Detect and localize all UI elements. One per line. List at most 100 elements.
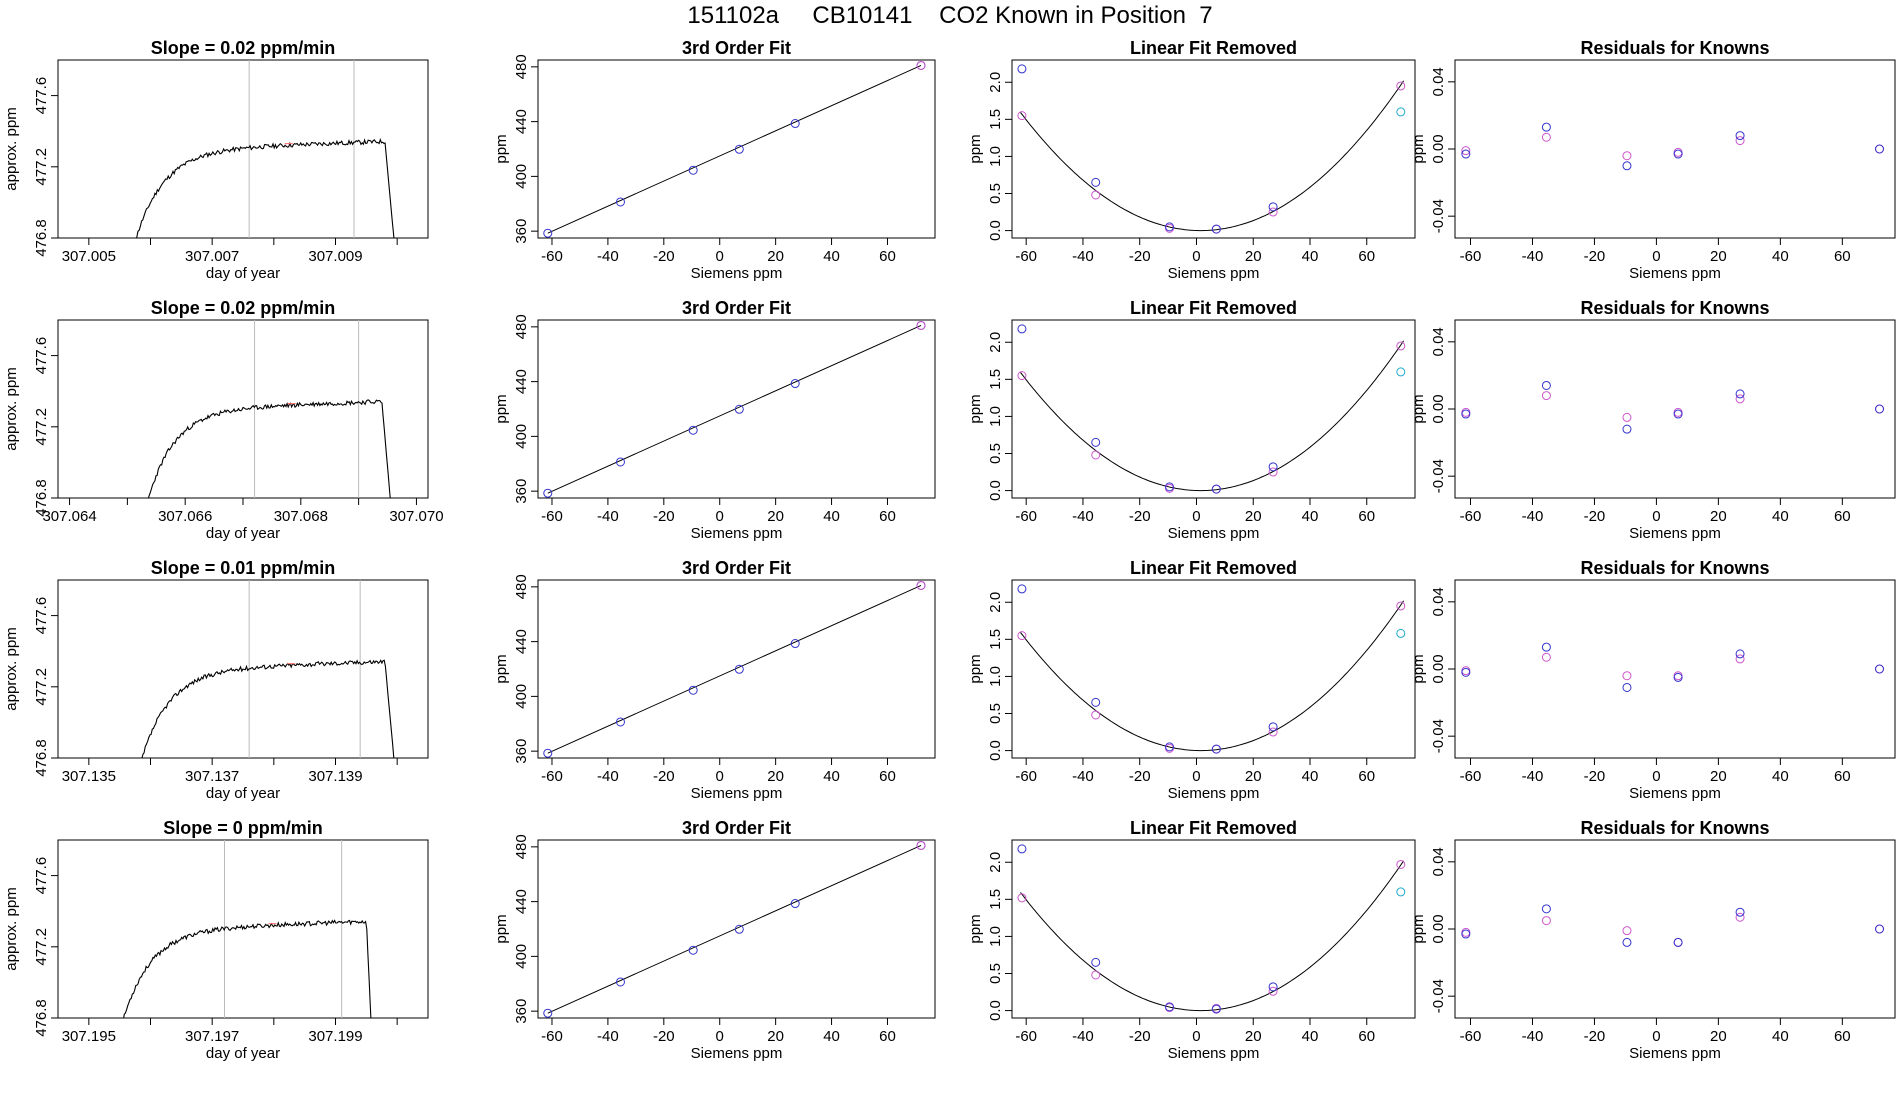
x-tick-label: -40 <box>597 248 619 265</box>
data-point <box>734 924 744 934</box>
plot-frame <box>1454 59 1896 239</box>
magenta-point <box>1396 601 1406 611</box>
y-tick-label: 476.8 <box>33 999 50 1037</box>
x-tick-label: -60 <box>1015 768 1037 785</box>
fit-line <box>547 325 922 494</box>
y-tick-label: 480 <box>513 54 530 79</box>
blue-point <box>1673 409 1683 419</box>
y-axis-label: ppm <box>967 394 984 423</box>
x-tick-label: 40 <box>823 768 840 785</box>
x-tick-label: -40 <box>1522 508 1544 525</box>
x-tick-label: 40 <box>823 1028 840 1045</box>
blue-point <box>1461 149 1471 159</box>
blue-point <box>1735 131 1745 141</box>
panel-linear-row-4: Linear Fit Removed -60 -40 -20 0 20 40 60 Siemen… <box>967 818 1416 1062</box>
x-tick-label: 0 <box>1652 768 1660 785</box>
y-axis-label: ppm <box>1410 394 1427 423</box>
x-tick-label: 40 <box>1772 768 1789 785</box>
blue-point <box>1622 937 1632 947</box>
magenta-point <box>1091 450 1101 460</box>
data-point <box>615 977 625 987</box>
y-tick-label: 480 <box>513 574 530 599</box>
data-point <box>734 144 744 154</box>
y-tick-label: 477.6 <box>33 337 50 375</box>
blue-point <box>1165 1002 1175 1012</box>
y-tick-label: 360 <box>513 739 530 764</box>
x-tick-label: 40 <box>1302 768 1319 785</box>
y-tick-label: -0.04 <box>1430 459 1447 493</box>
blue-point <box>1211 744 1221 754</box>
series-line <box>123 919 372 1018</box>
data-point-alt <box>916 840 926 850</box>
y-tick-label: 0.04 <box>1430 847 1447 876</box>
blue-point <box>1461 929 1471 939</box>
y-tick-label: 0.0 <box>987 1000 1004 1021</box>
x-tick-label: -60 <box>541 508 563 525</box>
blue-point <box>1268 202 1278 212</box>
x-tick-label: 307.068 <box>274 508 328 525</box>
data-point <box>734 664 744 674</box>
y-axis-label: approx. ppm <box>3 887 20 970</box>
magenta-point <box>1622 671 1632 681</box>
x-tick-label: 0 <box>1652 1028 1660 1045</box>
panel-linear-row-3: Linear Fit Removed -60 -40 -20 0 20 40 60 Siemen… <box>967 558 1416 802</box>
magenta-point <box>1735 394 1745 404</box>
x-axis-label: Siemens ppm <box>691 785 783 802</box>
x-tick-label: 0 <box>1192 768 1200 785</box>
magenta-point <box>1396 859 1406 869</box>
y-tick-label: 0.00 <box>1430 134 1447 163</box>
y-axis-label: ppm <box>1410 134 1427 163</box>
x-tick-label: 20 <box>1710 1028 1727 1045</box>
blue-point <box>1875 144 1885 154</box>
magenta-point <box>1541 132 1551 142</box>
x-tick-label: -40 <box>1072 1028 1094 1045</box>
blue-point <box>1622 161 1632 171</box>
x-tick-label: -60 <box>1460 1028 1482 1045</box>
blue-point <box>1875 664 1885 674</box>
x-tick-label: -40 <box>597 768 619 785</box>
magenta-point <box>1017 371 1027 381</box>
y-axis-label: approx. ppm <box>3 627 20 710</box>
x-axis-label: Siemens ppm <box>691 265 783 282</box>
blue-point <box>1541 904 1551 914</box>
panel-title: Slope = 0.02 ppm/min <box>151 38 336 58</box>
x-axis-label: day of year <box>206 1045 280 1062</box>
panel-title: Residuals for Knowns <box>1580 558 1769 578</box>
x-tick-label: 60 <box>1834 1028 1851 1045</box>
x-tick-label: 60 <box>1358 248 1375 265</box>
x-axis-label: day of year <box>206 525 280 542</box>
panel-title: 3rd Order Fit <box>682 558 791 578</box>
y-tick-label: 0.0 <box>987 480 1004 501</box>
y-axis-label: ppm <box>967 654 984 683</box>
cyan-point <box>1396 628 1406 638</box>
fit-line <box>547 65 922 234</box>
panel-title: Residuals for Knowns <box>1580 818 1769 838</box>
x-axis-label: Siemens ppm <box>1629 1045 1721 1062</box>
y-axis-label: approx. ppm <box>3 107 20 190</box>
x-tick-label: 40 <box>1772 508 1789 525</box>
blue-point <box>1735 907 1745 917</box>
blue-point <box>1268 722 1278 732</box>
plot-area <box>1461 380 1885 434</box>
x-tick-label: -60 <box>1015 248 1037 265</box>
blue-point <box>1091 437 1101 447</box>
panel-title: Linear Fit Removed <box>1130 558 1297 578</box>
x-tick-label: 40 <box>1302 1028 1319 1045</box>
y-tick-label: 0.5 <box>987 703 1004 724</box>
panel-timeseries-row-1: Slope = 0.02 ppm/min 307.005 307.007 307.00… <box>3 38 429 282</box>
plot-frame <box>57 59 429 239</box>
x-tick-label: 60 <box>879 1028 896 1045</box>
plot-area <box>1017 64 1406 234</box>
panel-resid-row-3: Residuals for Knowns -60 -40 -20 0 20 40 60 Siem… <box>1410 558 1896 802</box>
plot-area <box>136 60 395 238</box>
x-tick-label: 307.139 <box>308 768 362 785</box>
x-tick-label: 60 <box>1358 1028 1375 1045</box>
blue-point <box>1017 844 1027 854</box>
blue-point <box>1541 642 1551 652</box>
y-tick-label: 477.6 <box>33 597 50 635</box>
y-tick-label: 0.0 <box>987 220 1004 241</box>
plot-frame <box>1011 579 1416 759</box>
magenta-point <box>1091 190 1101 200</box>
x-tick-label: 307.195 <box>62 1028 116 1045</box>
y-tick-label: 440 <box>513 369 530 394</box>
